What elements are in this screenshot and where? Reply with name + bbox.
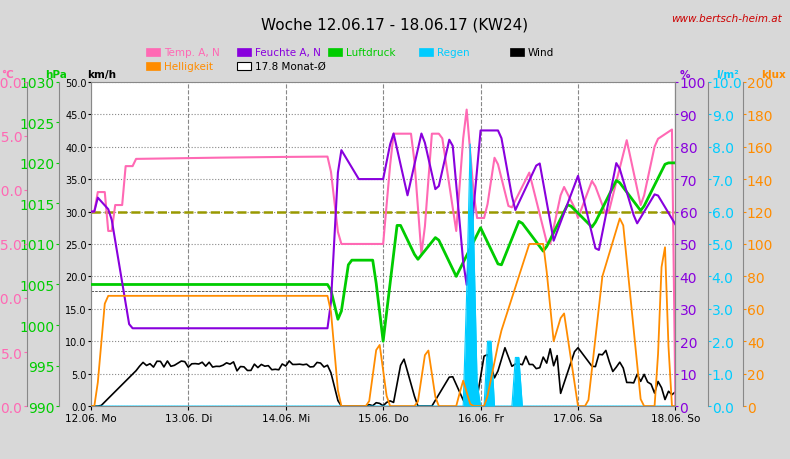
Text: klux: klux [761, 70, 785, 80]
Text: Woche 12.06.17 - 18.06.17 (KW24): Woche 12.06.17 - 18.06.17 (KW24) [261, 17, 529, 32]
Text: l/m²: l/m² [717, 70, 739, 80]
Text: Temp. A, N: Temp. A, N [164, 48, 220, 58]
Text: Helligkeit: Helligkeit [164, 62, 213, 72]
Text: hPa: hPa [45, 70, 67, 80]
Text: °C: °C [2, 70, 14, 80]
Text: Regen: Regen [437, 48, 469, 58]
Text: %: % [679, 70, 690, 80]
Text: www.bertsch-heim.at: www.bertsch-heim.at [672, 14, 782, 24]
Text: 17.8 Monat-Ø: 17.8 Monat-Ø [255, 62, 326, 72]
Text: km/h: km/h [87, 70, 116, 80]
Text: Luftdruck: Luftdruck [346, 48, 396, 58]
Text: Wind: Wind [528, 48, 554, 58]
Text: Feuchte A, N: Feuchte A, N [255, 48, 321, 58]
